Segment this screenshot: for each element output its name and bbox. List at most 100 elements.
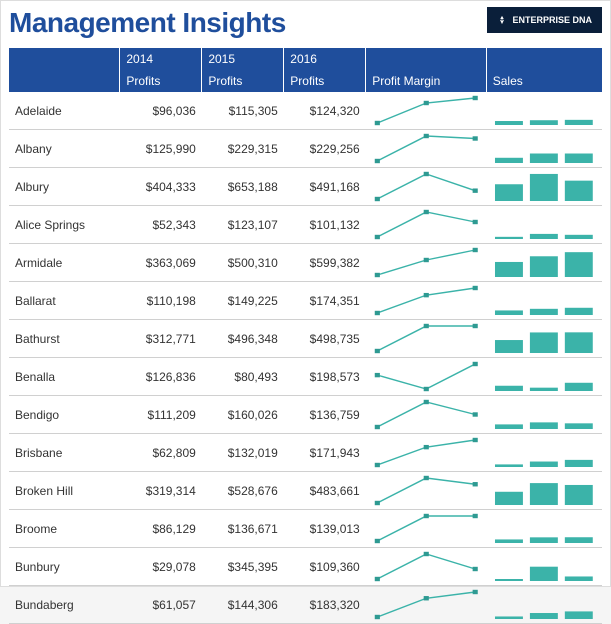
city-cell: Bendigo [9,396,120,434]
table-row[interactable]: Albury$404,333$653,188$491,168 [9,168,602,206]
profit-cell: $115,305 [202,92,284,130]
city-cell: Bundaberg [9,586,120,624]
profit-cell: $144,306 [202,586,284,624]
profit-cell: $174,351 [284,282,366,320]
header-metric-0[interactable]: Profits [120,70,202,92]
profit-cell: $124,320 [284,92,366,130]
profit-margin-sparkline [366,282,487,320]
profit-cell: $345,395 [202,548,284,586]
profit-cell: $312,771 [120,320,202,358]
city-cell: Alice Springs [9,206,120,244]
profit-cell: $160,026 [202,396,284,434]
profit-margin-sparkline [366,320,487,358]
sales-bars [486,320,602,358]
profit-cell: $52,343 [120,206,202,244]
profit-cell: $136,759 [284,396,366,434]
header-blank-1 [9,48,120,71]
sales-bars [486,510,602,548]
header-metric-1[interactable]: Profits [202,70,284,92]
profit-cell: $229,256 [284,130,366,168]
table-row[interactable]: Armidale$363,069$500,310$599,382 [9,244,602,282]
profit-margin-sparkline [366,434,487,472]
table-row[interactable]: Adelaide$96,036$115,305$124,320 [9,92,602,130]
header-metric-4[interactable]: Sales [486,70,602,92]
table-row[interactable]: Alice Springs$52,343$123,107$101,132 [9,206,602,244]
table-row[interactable]: Bathurst$312,771$496,348$498,735 [9,320,602,358]
header-metric-2[interactable]: Profits [284,70,366,92]
profit-cell: $483,661 [284,472,366,510]
header-blank-2 [366,48,487,71]
sales-bars [486,472,602,510]
profit-cell: $171,943 [284,434,366,472]
city-cell: Broken Hill [9,472,120,510]
profit-margin-sparkline [366,244,487,282]
profit-cell: $500,310 [202,244,284,282]
profit-cell: $29,078 [120,548,202,586]
profit-cell: $61,057 [120,586,202,624]
profit-cell: $653,188 [202,168,284,206]
profit-margin-sparkline [366,206,487,244]
profit-margin-sparkline [366,358,487,396]
city-cell: Adelaide [9,92,120,130]
header-year-1[interactable]: 2015 [202,48,284,71]
table-row[interactable]: Ballarat$110,198$149,225$174,351 [9,282,602,320]
header-year-2[interactable]: 2016 [284,48,366,71]
header-year-0[interactable]: 2014 [120,48,202,71]
city-cell: Albany [9,130,120,168]
sales-bars [486,92,602,130]
profit-cell: $198,573 [284,358,366,396]
table-row[interactable]: Bunbury$29,078$345,395$109,360 [9,548,602,586]
city-cell: Ballarat [9,282,120,320]
table-row[interactable]: Broken Hill$319,314$528,676$483,661 [9,472,602,510]
profit-cell: $110,198 [120,282,202,320]
city-cell: Broome [9,510,120,548]
table-row[interactable]: Broome$86,129$136,671$139,013 [9,510,602,548]
profit-cell: $123,107 [202,206,284,244]
city-cell: Armidale [9,244,120,282]
sales-bars [486,434,602,472]
profit-cell: $109,360 [284,548,366,586]
profit-cell: $404,333 [120,168,202,206]
profit-cell: $86,129 [120,510,202,548]
city-cell: Albury [9,168,120,206]
profit-margin-sparkline [366,586,487,624]
profit-cell: $136,671 [202,510,284,548]
table-row[interactable]: Albany$125,990$229,315$229,256 [9,130,602,168]
header-blank-4 [9,70,120,92]
sales-bars [486,548,602,586]
profit-cell: $132,019 [202,434,284,472]
logo-icon [497,15,507,25]
profit-margin-sparkline [366,92,487,130]
profit-cell: $528,676 [202,472,284,510]
profit-cell: $319,314 [120,472,202,510]
table-row[interactable]: Benalla$126,836$80,493$198,573 [9,358,602,396]
profit-cell: $363,069 [120,244,202,282]
table-row[interactable]: Bundaberg$61,057$144,306$183,320 [9,586,602,624]
profit-cell: $149,225 [202,282,284,320]
profit-cell: $496,348 [202,320,284,358]
profit-cell: $96,036 [120,92,202,130]
city-cell: Bathurst [9,320,120,358]
table-row[interactable]: Brisbane$62,809$132,019$171,943 [9,434,602,472]
profit-cell: $139,013 [284,510,366,548]
profit-cell: $62,809 [120,434,202,472]
header-metric-3[interactable]: Profit Margin [366,70,487,92]
sales-bars [486,206,602,244]
profit-margin-sparkline [366,168,487,206]
profit-cell: $80,493 [202,358,284,396]
table-row[interactable]: Bendigo$111,209$160,026$136,759 [9,396,602,434]
profit-cell: $125,990 [120,130,202,168]
profit-margin-sparkline [366,130,487,168]
profit-cell: $498,735 [284,320,366,358]
sales-bars [486,396,602,434]
sales-bars [486,168,602,206]
profit-cell: $229,315 [202,130,284,168]
profit-cell: $111,209 [120,396,202,434]
profit-margin-sparkline [366,396,487,434]
city-cell: Benalla [9,358,120,396]
logo-text: ENTERPRISE DNA [512,15,592,25]
insights-table: 2014 2015 2016 Profits Profits Profits P… [9,47,602,624]
sales-bars [486,130,602,168]
profit-cell: $101,132 [284,206,366,244]
sales-bars [486,358,602,396]
